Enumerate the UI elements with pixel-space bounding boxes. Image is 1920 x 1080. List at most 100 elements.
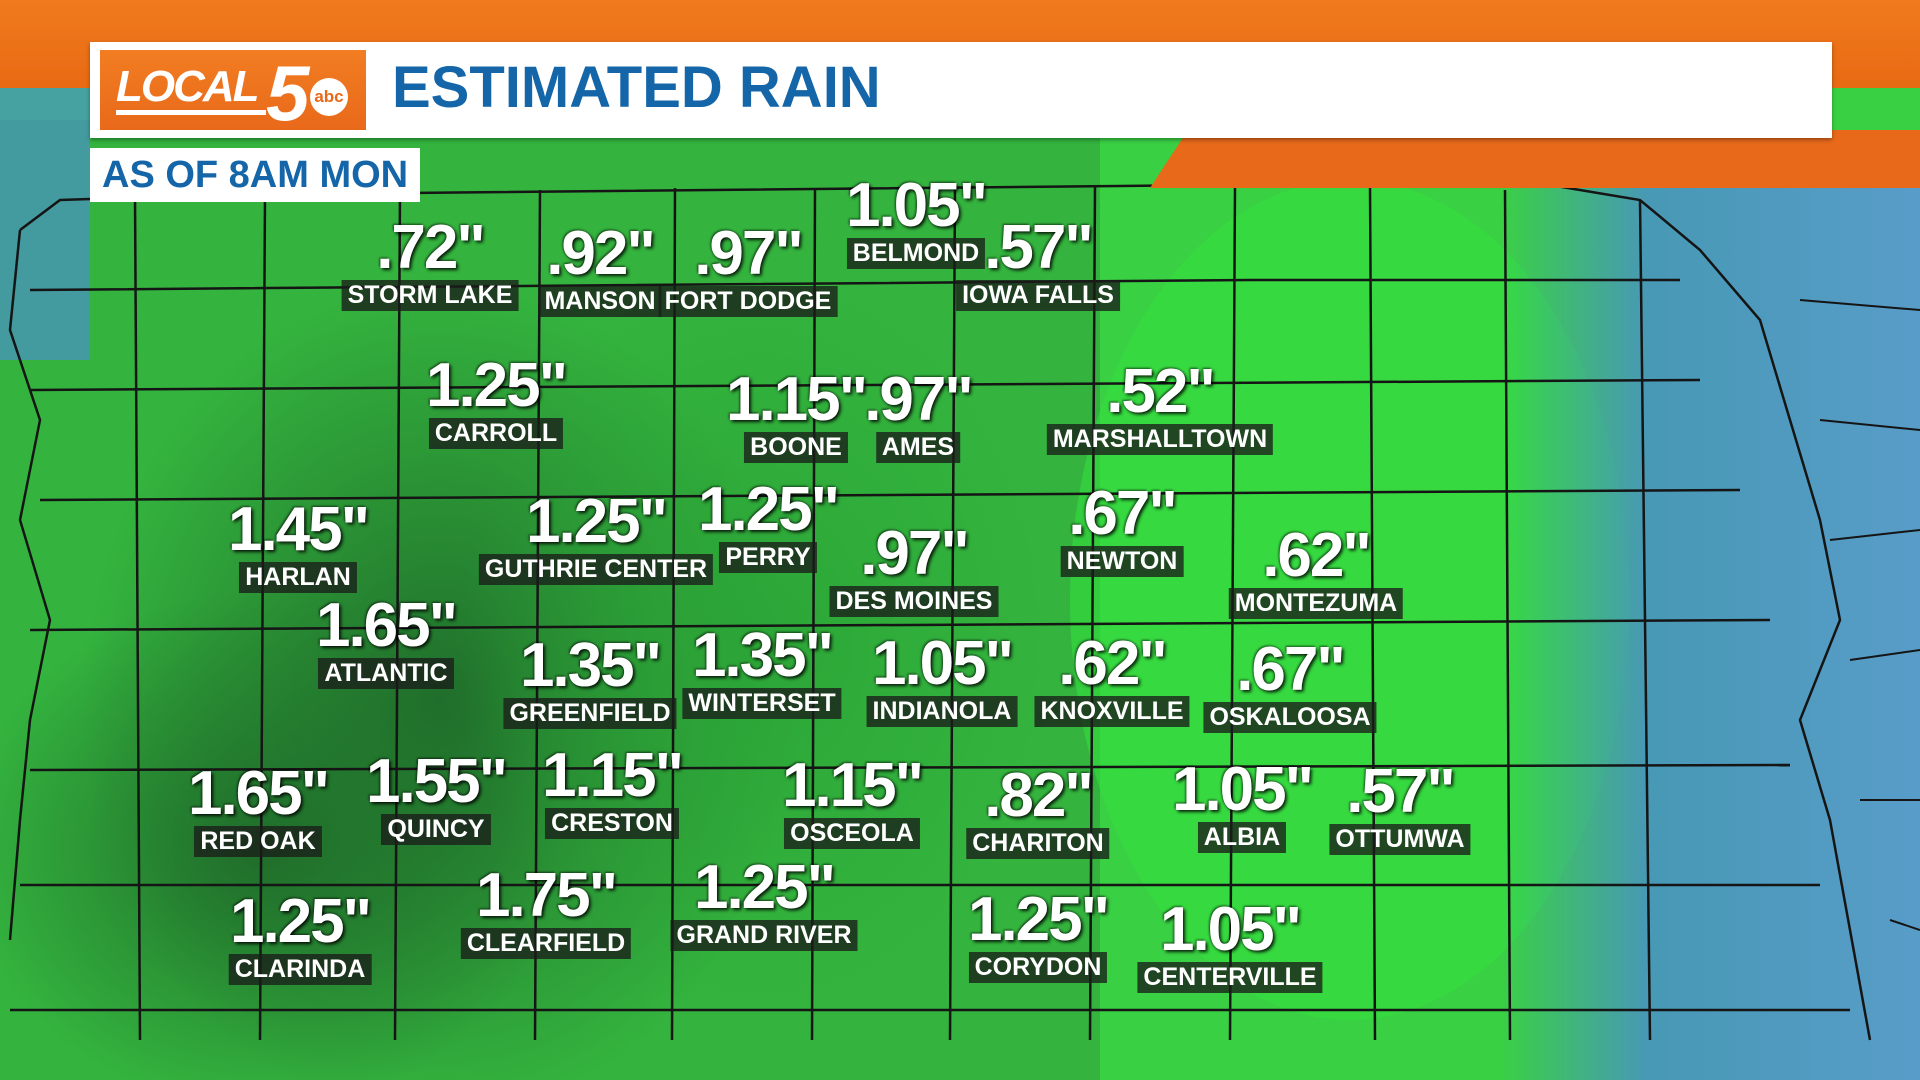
rain-value: 1.25"	[697, 475, 840, 544]
location-name: MANSON	[538, 286, 662, 317]
county-row-4	[29, 618, 1771, 632]
rain-value: 1.25"	[229, 887, 372, 956]
light-rain-area-east	[1500, 150, 1920, 1080]
rain-label-belmond: 1.05" BELMOND	[845, 171, 988, 269]
rain-value: 1.05"	[1159, 895, 1302, 964]
location-name: RED OAK	[194, 826, 322, 857]
rain-value: 1.15"	[725, 365, 868, 434]
rain-label-newton: .67" NEWTON	[1060, 479, 1184, 577]
county-borders	[8, 183, 1920, 1041]
west-border	[8, 229, 52, 941]
location-name: CARROLL	[428, 418, 564, 449]
location-name: WINTERSET	[682, 688, 842, 719]
location-name: OTTUMWA	[1329, 824, 1471, 855]
location-name: INDIANOLA	[866, 696, 1018, 727]
rain-value: .97"	[864, 365, 974, 434]
location-name: GRAND RIVER	[670, 920, 858, 951]
location-name: DES MOINES	[829, 586, 999, 617]
rain-value: 1.05"	[845, 171, 988, 240]
location-name: OSCEOLA	[784, 818, 920, 849]
rain-value: .92"	[546, 219, 656, 288]
rain-value: 1.35"	[519, 631, 662, 700]
rain-label-indianola: 1.05" INDIANOLA	[866, 633, 1018, 727]
rain-label-albia: 1.05" ALBIA	[1172, 759, 1314, 853]
rain-label-harlan: 1.45" HARLAN	[227, 495, 370, 593]
county-col-11	[1503, 189, 1512, 1041]
location-name: HARLAN	[239, 562, 357, 593]
rain-label-grand-river: 1.25" GRAND RIVER	[670, 853, 858, 951]
location-name: PERRY	[719, 542, 817, 573]
subtitle-bar: AS OF 8AM MON	[90, 148, 421, 202]
rain-label-carroll: 1.25" CARROLL	[425, 351, 568, 449]
timestamp-subtitle: AS OF 8AM MON	[102, 153, 409, 196]
rain-value: .67"	[1068, 479, 1178, 548]
rain-value: .67"	[1236, 635, 1346, 704]
county-col-12	[1638, 199, 1652, 1041]
rain-value: 1.25"	[693, 853, 836, 922]
rain-value: .97"	[694, 219, 804, 288]
title-bar: LOCAL 5 abc ESTIMATED RAIN	[90, 42, 1832, 138]
rain-label-greenfield: 1.35" GREENFIELD	[503, 631, 677, 729]
network-logo: abc	[310, 78, 348, 116]
rain-label-storm-lake: .72" STORM LAKE	[341, 213, 519, 311]
header-accent-wedge	[1150, 130, 1920, 188]
county-col-8	[1088, 185, 1097, 1041]
rain-label-guthrie-center: 1.25" GUTHRIE CENTER	[478, 487, 714, 585]
location-name: ALBIA	[1197, 822, 1287, 853]
rain-label-chariton: .82" CHARITON	[966, 761, 1110, 859]
state-border	[19, 183, 1872, 1041]
rain-value: 1.35"	[691, 621, 834, 690]
rain-value: .72"	[376, 213, 486, 282]
rain-value: 1.45"	[227, 495, 370, 564]
location-name: QUINCY	[381, 814, 491, 845]
rain-value: 1.55"	[365, 747, 508, 816]
rain-value: 1.25"	[425, 351, 568, 420]
location-name: MARSHALLTOWN	[1046, 424, 1274, 455]
rain-label-clarinda: 1.25" CLARINDA	[228, 887, 372, 985]
county-col-1	[133, 194, 142, 1041]
county-col-6	[810, 187, 817, 1041]
logo-number: 5	[266, 49, 310, 137]
rain-value: 1.65"	[187, 759, 330, 828]
location-name: AMES	[875, 432, 961, 463]
county-row-2	[29, 378, 1701, 392]
station-logo: LOCAL 5 abc	[100, 49, 366, 137]
location-name: BELMOND	[846, 238, 986, 269]
logo-underline	[116, 110, 266, 115]
rain-label-ottumwa: .57" OTTUMWA	[1329, 761, 1471, 855]
east-state-lines	[1799, 299, 1920, 931]
location-name: OSKALOOSA	[1203, 702, 1377, 733]
rain-value: 1.15"	[781, 751, 924, 820]
rain-label-des-moines: .97" DES MOINES	[829, 523, 999, 617]
location-name: NEWTON	[1060, 546, 1184, 577]
rain-value: 1.25"	[967, 885, 1110, 954]
rain-label-knoxville: .62" KNOXVILLE	[1034, 633, 1190, 727]
rain-value: 1.75"	[475, 861, 618, 930]
rain-label-montezuma: .62" MONTEZUMA	[1228, 525, 1404, 619]
rain-value: 1.15"	[541, 741, 684, 810]
rain-label-centerville: 1.05" CENTERVILLE	[1137, 895, 1323, 993]
location-name: CLARINDA	[228, 954, 372, 985]
rain-label-boone: 1.15" BOONE	[725, 365, 868, 463]
rain-value: .82"	[984, 761, 1094, 830]
rain-label-ames: .97" AMES	[864, 365, 974, 463]
rain-label-creston: 1.15" CRESTON	[541, 741, 684, 839]
location-name: FORT DODGE	[658, 286, 838, 317]
county-col-3	[393, 189, 402, 1041]
location-name: STORM LAKE	[341, 280, 519, 311]
rain-label-winterset: 1.35" WINTERSET	[682, 621, 842, 719]
page-title: ESTIMATED RAIN	[392, 55, 881, 120]
rain-label-atlantic: 1.65" ATLANTIC	[316, 595, 458, 689]
location-name: CHARITON	[966, 828, 1110, 859]
rain-label-perry: 1.25" PERRY	[697, 475, 840, 573]
location-name: CENTERVILLE	[1137, 962, 1323, 993]
rain-value: 1.25"	[525, 487, 668, 556]
logo-word: LOCAL	[116, 62, 260, 111]
light-rain-area-northwest	[0, 80, 90, 360]
rain-label-corydon: 1.25" CORYDON	[967, 885, 1110, 983]
rain-label-clearfield: 1.75" CLEARFIELD	[460, 861, 632, 959]
location-name: IOWA FALLS	[956, 280, 1120, 311]
location-name: MONTEZUMA	[1228, 588, 1404, 619]
location-name: CLEARFIELD	[460, 928, 632, 959]
location-name: GREENFIELD	[503, 698, 677, 729]
